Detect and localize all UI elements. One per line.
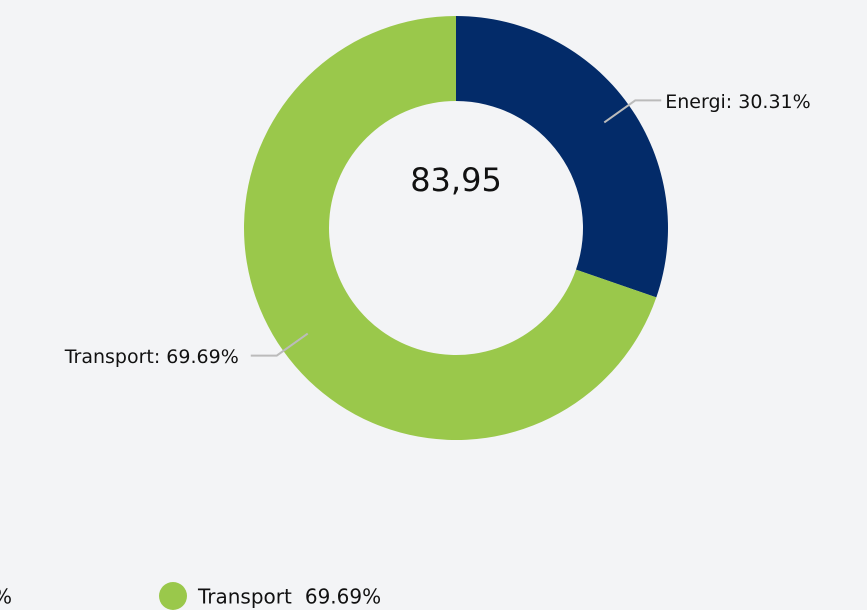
legend-value: 69.69% xyxy=(305,585,381,609)
legend-name: Transport xyxy=(197,585,292,609)
data-label: Transport: 69.69% xyxy=(64,346,239,368)
donut-segment xyxy=(244,16,657,441)
center-label: 83,95 xyxy=(410,161,502,199)
leader-line xyxy=(603,99,662,124)
donut-segment xyxy=(456,16,668,298)
legend-swatch xyxy=(159,582,187,610)
data-label: Energi: 30.31% xyxy=(665,91,810,113)
legend-value: 30.31% xyxy=(0,585,12,609)
leader-line xyxy=(250,332,309,357)
